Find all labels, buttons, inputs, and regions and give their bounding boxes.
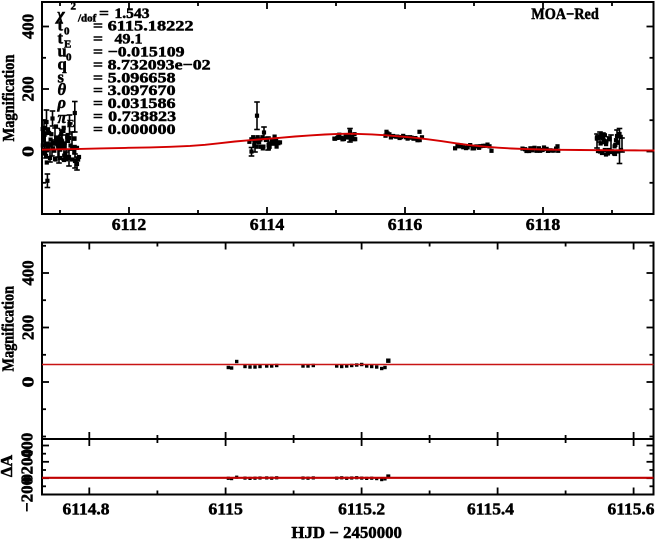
svg-text:−0.015109: −0.015109 [108, 45, 185, 61]
svg-text:MOA−Red: MOA−Red [531, 6, 599, 23]
svg-text:200: 200 [19, 315, 38, 340]
svg-text:π: π [58, 108, 68, 127]
svg-text:5.096658: 5.096658 [108, 70, 176, 86]
svg-text:t: t [58, 16, 64, 35]
svg-text:0: 0 [66, 52, 72, 64]
svg-text:8.732093e−02: 8.732093e−02 [108, 57, 211, 73]
svg-text:400: 400 [18, 433, 37, 459]
svg-text:0.031586: 0.031586 [108, 96, 177, 112]
svg-text:E: E [64, 39, 71, 51]
svg-text:χ: χ [55, 5, 65, 24]
svg-text:6114: 6114 [250, 215, 285, 234]
svg-text:1.543: 1.543 [115, 6, 150, 22]
svg-text:=: = [93, 70, 103, 86]
svg-text:HJD − 2450000: HJD − 2450000 [291, 523, 402, 542]
svg-text:200: 200 [19, 76, 38, 101]
svg-text:=: = [93, 83, 103, 99]
svg-text:=: = [93, 122, 103, 138]
svg-text:6116: 6116 [388, 215, 423, 234]
svg-text:=: = [93, 19, 103, 35]
svg-text:6115.2: 6115.2 [338, 500, 385, 519]
svg-text:0: 0 [18, 474, 37, 483]
svg-text:6115: 6115 [208, 500, 243, 519]
svg-text:=: = [99, 6, 109, 22]
svg-text:2: 2 [71, 0, 77, 12]
svg-text:6118: 6118 [526, 215, 561, 234]
svg-text:0.000000: 0.000000 [108, 122, 176, 138]
svg-text:400: 400 [19, 260, 38, 285]
svg-text:=: = [93, 32, 103, 48]
svg-text:=: = [93, 57, 103, 73]
svg-text:0: 0 [64, 26, 70, 38]
svg-text:Magnification: Magnification [0, 55, 18, 142]
svg-text:Magnification: Magnification [0, 286, 18, 372]
svg-text:3.097670: 3.097670 [108, 83, 176, 99]
svg-text:0: 0 [19, 377, 38, 388]
svg-text:49.1: 49.1 [115, 32, 143, 48]
svg-text:400: 400 [19, 14, 38, 39]
svg-text:0.738823: 0.738823 [108, 109, 176, 125]
svg-text:0: 0 [19, 146, 38, 157]
svg-text:q: q [58, 54, 68, 73]
svg-text:θ: θ [58, 80, 67, 99]
svg-text:6112: 6112 [112, 215, 147, 234]
svg-text:6115.6: 6115.6 [608, 500, 655, 519]
svg-text:ΔA: ΔA [0, 455, 16, 477]
svg-text:6114.8: 6114.8 [63, 500, 110, 519]
svg-text:6115.18222: 6115.18222 [108, 19, 194, 35]
svg-text:−200: −200 [18, 477, 37, 512]
svg-text:=: = [93, 45, 103, 61]
svg-text:6115.4: 6115.4 [467, 500, 515, 519]
svg-text:u: u [58, 42, 67, 61]
svg-text:/dof: /dof [77, 12, 97, 24]
svg-text:=: = [93, 109, 103, 125]
svg-text:200: 200 [18, 449, 37, 475]
svg-text:ρ: ρ [57, 93, 67, 112]
svg-text:s: s [58, 67, 65, 86]
svg-text:t: t [58, 29, 64, 48]
svg-text:=: = [93, 96, 103, 112]
